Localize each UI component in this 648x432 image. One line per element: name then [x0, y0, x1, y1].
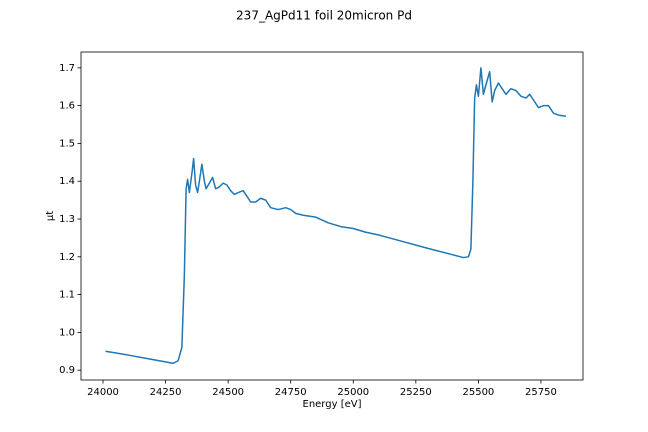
y-tick-label: 1.4	[59, 176, 75, 187]
y-axis-label: μt	[45, 211, 56, 221]
x-tick-label: 25000	[337, 387, 369, 398]
line	[105, 67, 567, 365]
y-tick-label: 1.0	[59, 327, 75, 338]
x-tick-label: 24750	[275, 387, 307, 398]
plot-frame	[80, 51, 584, 381]
x-tick-label: 24500	[212, 387, 244, 398]
y-tick-label: 1.3	[59, 214, 75, 225]
y-tick-label: 1.1	[59, 290, 75, 301]
x-axis-label: Energy [eV]	[303, 399, 362, 410]
x-tick-label: 24000	[87, 387, 119, 398]
y-tick-label: 0.9	[59, 365, 75, 376]
x-tick-label: 25750	[525, 387, 557, 398]
y-tick-label: 1.6	[59, 101, 75, 112]
y-tick-label: 1.5	[59, 138, 75, 149]
chart-title: 237_AgPd11 foil 20micron Pd	[236, 9, 412, 23]
x-tick-label: 25250	[400, 387, 432, 398]
y-tick-label: 1.7	[59, 63, 75, 74]
x-tick-label: 24250	[150, 387, 182, 398]
y-tick-label: 1.2	[59, 252, 75, 263]
x-tick-label: 25500	[462, 387, 494, 398]
